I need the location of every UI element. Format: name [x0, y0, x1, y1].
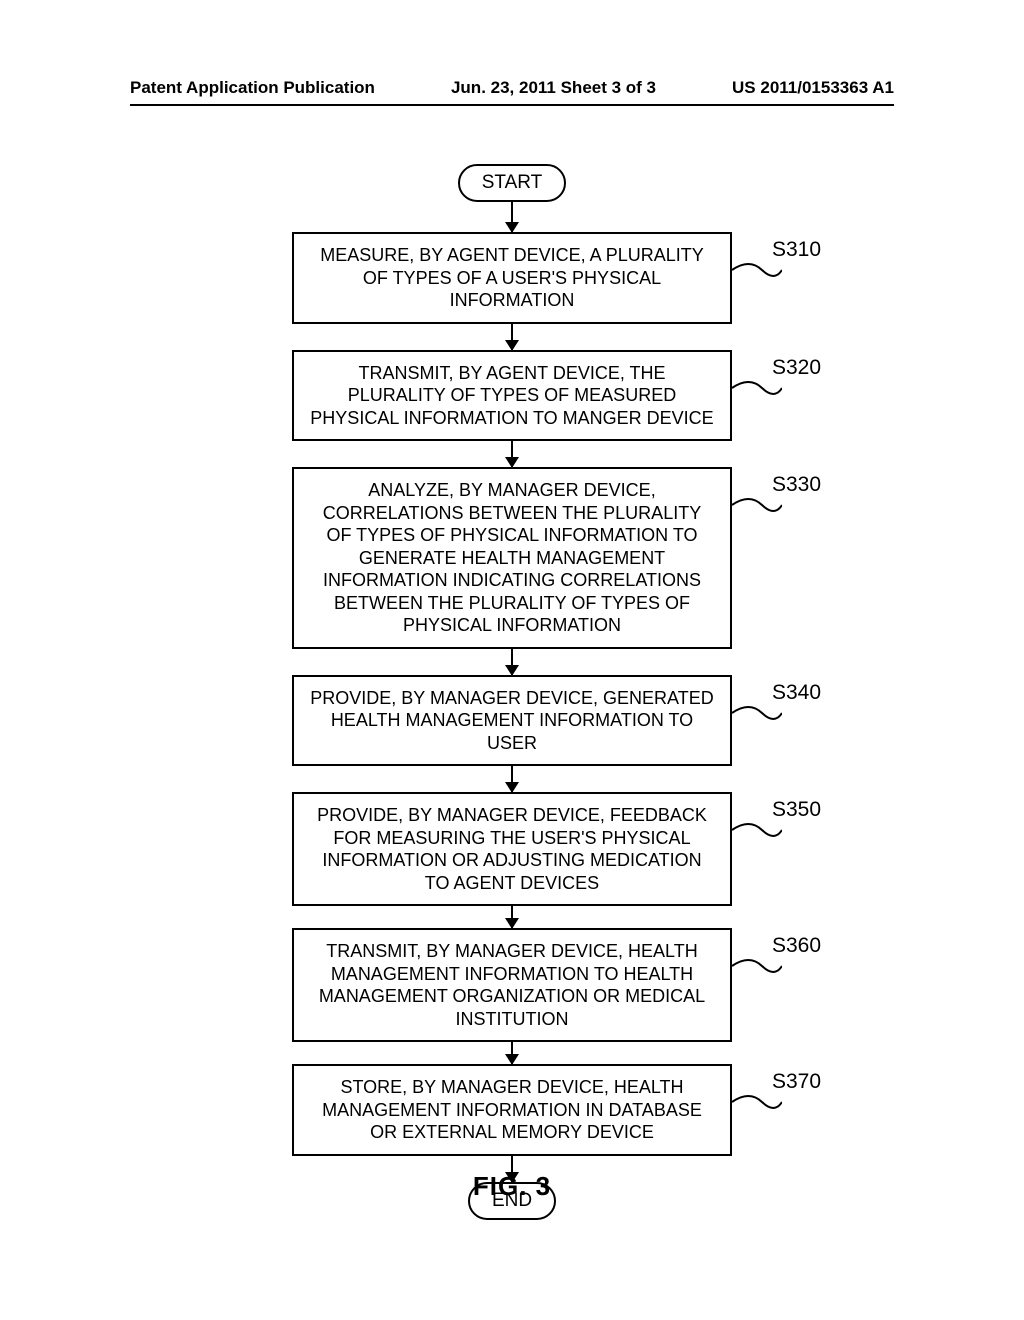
label-connector	[732, 260, 782, 280]
label-connector	[732, 956, 782, 976]
step-box-s330: ANALYZE, BY MANAGER DEVICE, CORRELATIONS…	[292, 467, 732, 649]
label-connector	[732, 820, 782, 840]
step-label-s360: S360	[772, 934, 821, 958]
label-connector	[732, 703, 782, 723]
header-left: Patent Application Publication	[130, 78, 375, 98]
step-box-s320: TRANSMIT, BY AGENT DEVICE, THE PLURALITY…	[292, 350, 732, 442]
header-rule	[130, 104, 894, 106]
page-header: Patent Application Publication Jun. 23, …	[0, 78, 1024, 98]
label-connector	[732, 1092, 782, 1112]
flow-arrow	[511, 441, 513, 467]
step-row: TRANSMIT, BY AGENT DEVICE, THE PLURALITY…	[0, 350, 1024, 442]
flow-arrow	[511, 202, 513, 232]
step-box-s310: MEASURE, BY AGENT DEVICE, A PLURALITY OF…	[292, 232, 732, 324]
step-label-s370: S370	[772, 1070, 821, 1094]
step-row: PROVIDE, BY MANAGER DEVICE, GENERATED HE…	[0, 675, 1024, 767]
header-center: Jun. 23, 2011 Sheet 3 of 3	[451, 78, 656, 98]
flow-arrow	[511, 324, 513, 350]
step-row: MEASURE, BY AGENT DEVICE, A PLURALITY OF…	[0, 232, 1024, 324]
flow-arrow	[511, 649, 513, 675]
flowchart: START MEASURE, BY AGENT DEVICE, A PLURAL…	[0, 164, 1024, 1220]
step-box-s360: TRANSMIT, BY MANAGER DEVICE, HEALTH MANA…	[292, 928, 732, 1042]
flow-arrow	[511, 1042, 513, 1064]
step-label-s340: S340	[772, 681, 821, 705]
flow-arrow	[511, 766, 513, 792]
step-row: ANALYZE, BY MANAGER DEVICE, CORRELATIONS…	[0, 467, 1024, 649]
start-terminator: START	[458, 164, 567, 202]
step-box-s370: STORE, BY MANAGER DEVICE, HEALTH MANAGEM…	[292, 1064, 732, 1156]
figure-label: FIG. 3	[0, 1171, 1024, 1202]
step-label-s350: S350	[772, 798, 821, 822]
step-label-s320: S320	[772, 356, 821, 380]
step-row: PROVIDE, BY MANAGER DEVICE, FEEDBACK FOR…	[0, 792, 1024, 906]
step-label-s330: S330	[772, 473, 821, 497]
step-row: STORE, BY MANAGER DEVICE, HEALTH MANAGEM…	[0, 1064, 1024, 1156]
step-label-s310: S310	[772, 238, 821, 262]
header-right: US 2011/0153363 A1	[732, 78, 894, 98]
flow-arrow	[511, 906, 513, 928]
step-box-s350: PROVIDE, BY MANAGER DEVICE, FEEDBACK FOR…	[292, 792, 732, 906]
step-box-s340: PROVIDE, BY MANAGER DEVICE, GENERATED HE…	[292, 675, 732, 767]
label-connector	[732, 495, 782, 515]
step-row: TRANSMIT, BY MANAGER DEVICE, HEALTH MANA…	[0, 928, 1024, 1042]
label-connector	[732, 378, 782, 398]
